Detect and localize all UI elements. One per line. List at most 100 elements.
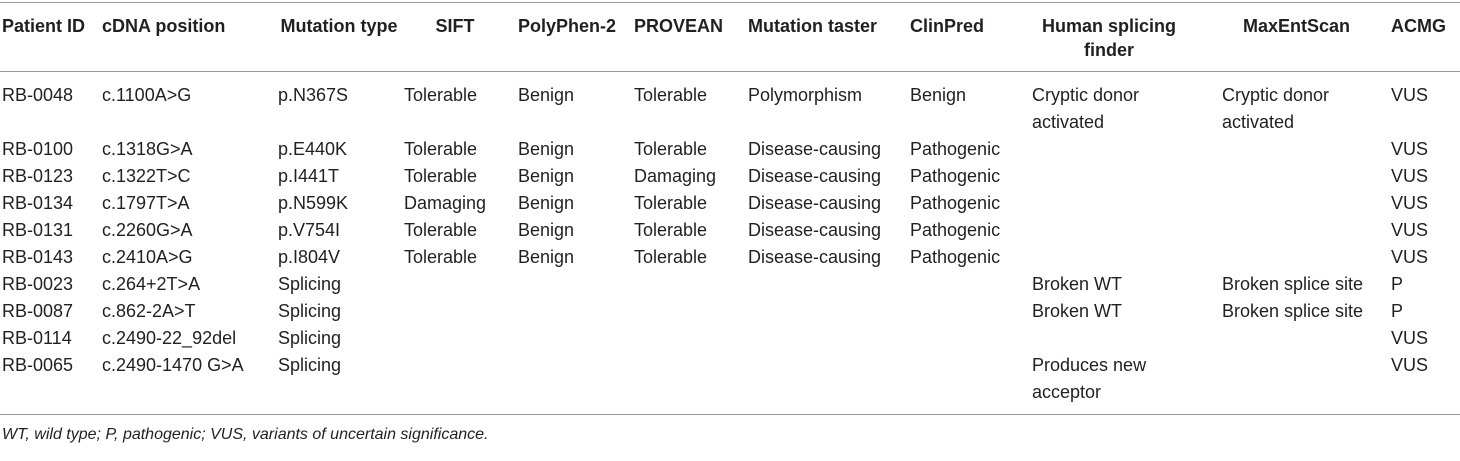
column-header-6: PROVEAN [624,2,738,72]
table-cell: Tolerable [404,166,478,186]
table-row: RB-0131 c.2260G>A p.V754I Tolerable Benign To… [0,217,1460,244]
table-cell: RB-0143 [2,247,74,267]
table-cell: p.I441T [278,166,340,186]
table-header: Patient ID cDNA position Mutation type SIFT… [0,2,1460,72]
table-cell: Benign [518,166,575,186]
table-cell: c.2260G>A [102,220,193,240]
table-cell: Splicing [278,274,342,294]
table-cell: Broken WT [1032,274,1123,294]
table-cell: Tolerable [634,247,708,267]
table-cell: Disease-causing [748,139,882,159]
table-cell: RB-0023 [2,274,74,294]
table-cell: p.I804V [278,247,341,267]
table-cell: Pathogenic [910,220,1001,240]
table-cell: P [1391,301,1404,321]
table-cell [402,325,508,352]
table-cell: p.E440K [278,139,348,159]
table-cell: c.2410A>G [102,247,193,267]
table-cell: Disease-causing [748,247,882,267]
table-cell [508,298,624,325]
table-cell: c.1100A>G [102,85,192,105]
table-cell: Broken splice site [1222,301,1364,321]
table-cell [508,271,624,298]
table-cell [1204,190,1389,217]
column-header-8: ClinPred [900,2,1014,72]
column-header-7: Mutation taster [738,2,900,72]
table-cell: Tolerable [634,220,708,240]
table-cell: Benign [518,193,575,213]
table-cell [1014,325,1204,352]
table-cell: Tolerable [404,247,478,267]
table-cell: RB-0087 [2,301,74,321]
table-row: RB-0048 c.1100A>G p.N367S Tolerable Benign To… [0,72,1460,137]
table-cell: Benign [518,139,575,159]
table-cell: Disease-causing [748,166,882,186]
table-cell: Benign [518,220,575,240]
column-header-9: Human splicing finder [1014,2,1204,72]
table-cell: VUS [1391,328,1429,348]
table-cell: Tolerable [404,220,478,240]
table-cell [900,298,1014,325]
table-row: RB-0123 c.1322T>C p.I441T Tolerable Benign Da… [0,163,1460,190]
table-cell [1204,163,1389,190]
table-cell: Damaging [634,166,717,186]
column-header-5: PolyPhen-2 [508,2,624,72]
table-cell [624,352,738,414]
table-row: RB-0100 c.1318G>A p.E440K Tolerable Benign To… [0,136,1460,163]
table-cell: RB-0114 [2,328,72,348]
table-cell: Polymorphism [748,85,863,105]
table-cell [1204,217,1389,244]
table-cell: p.N599K [278,193,349,213]
table-cell: c.1322T>C [102,166,191,186]
table-cell [738,298,900,325]
table-cell [508,352,624,414]
header-row: Patient ID cDNA position Mutation type SIFT… [0,2,1460,72]
table-row: RB-0134 c.1797T>A p.N599K Damaging Benign Tol… [0,190,1460,217]
table-cell [1014,217,1204,244]
column-header-1: Patient ID [0,2,100,72]
table-cell: Pathogenic [910,166,1001,186]
table-cell: Produces new acceptor [1032,355,1147,402]
table-cell: Tolerable [634,139,708,159]
table-cell: RB-0123 [2,166,74,186]
table-cell: RB-0065 [2,355,74,375]
table-cell: c.1318G>A [102,139,193,159]
table-row: RB-0023 c.264+2T>A Splicing Broken WT Broken… [0,271,1460,298]
table-cell: VUS [1391,139,1429,159]
table-cell [1014,244,1204,271]
table-cell [1014,136,1204,163]
table-cell: Tolerable [634,85,708,105]
table-cell: Splicing [278,328,342,348]
table-cell: Splicing [278,301,342,321]
table-body: RB-0048 c.1100A>G p.N367S Tolerable Benign To… [0,72,1460,415]
table-cell [1204,136,1389,163]
table-cell: Tolerable [404,139,478,159]
table-cell [738,271,900,298]
column-header-3: Mutation type [276,2,402,72]
table-cell [1204,352,1389,414]
table-cell: Cryptic donor activated [1032,85,1140,132]
table-row: RB-0065 c.2490-1470 G>A Splicing Produces n… [0,352,1460,414]
table-cell: Damaging [404,193,487,213]
table-cell: Splicing [278,355,342,375]
table-cell: VUS [1391,220,1429,240]
table-cell [1204,244,1389,271]
table-bottom-rule [0,414,1460,415]
table-cell: Cryptic donor activated [1222,85,1330,132]
table-cell [900,271,1014,298]
table-footnote: WT, wild type; P, pathogenic; VUS, varia… [2,426,489,443]
results-table-container: Patient ID cDNA position Mutation type SIFT… [0,2,1460,445]
table-cell: p.N367S [278,85,349,105]
table-cell: Pathogenic [910,193,1001,213]
table-cell: Broken splice site [1222,274,1364,294]
table-row: RB-0087 c.862-2A>T Splicing Broken WT Broken… [0,298,1460,325]
table-cell: Disease-causing [748,220,882,240]
column-header-10: MaxEntScan [1204,2,1389,72]
table-cell: Tolerable [634,193,708,213]
table-row: RB-0114 c.2490-22_92del Splicing VUS [0,325,1460,352]
table-cell: Benign [518,85,575,105]
table-cell: c.1797T>A [102,193,190,213]
table-cell: c.2490-1470 G>A [102,355,244,375]
table-cell: RB-0100 [2,139,74,159]
table-cell: Benign [518,247,575,267]
